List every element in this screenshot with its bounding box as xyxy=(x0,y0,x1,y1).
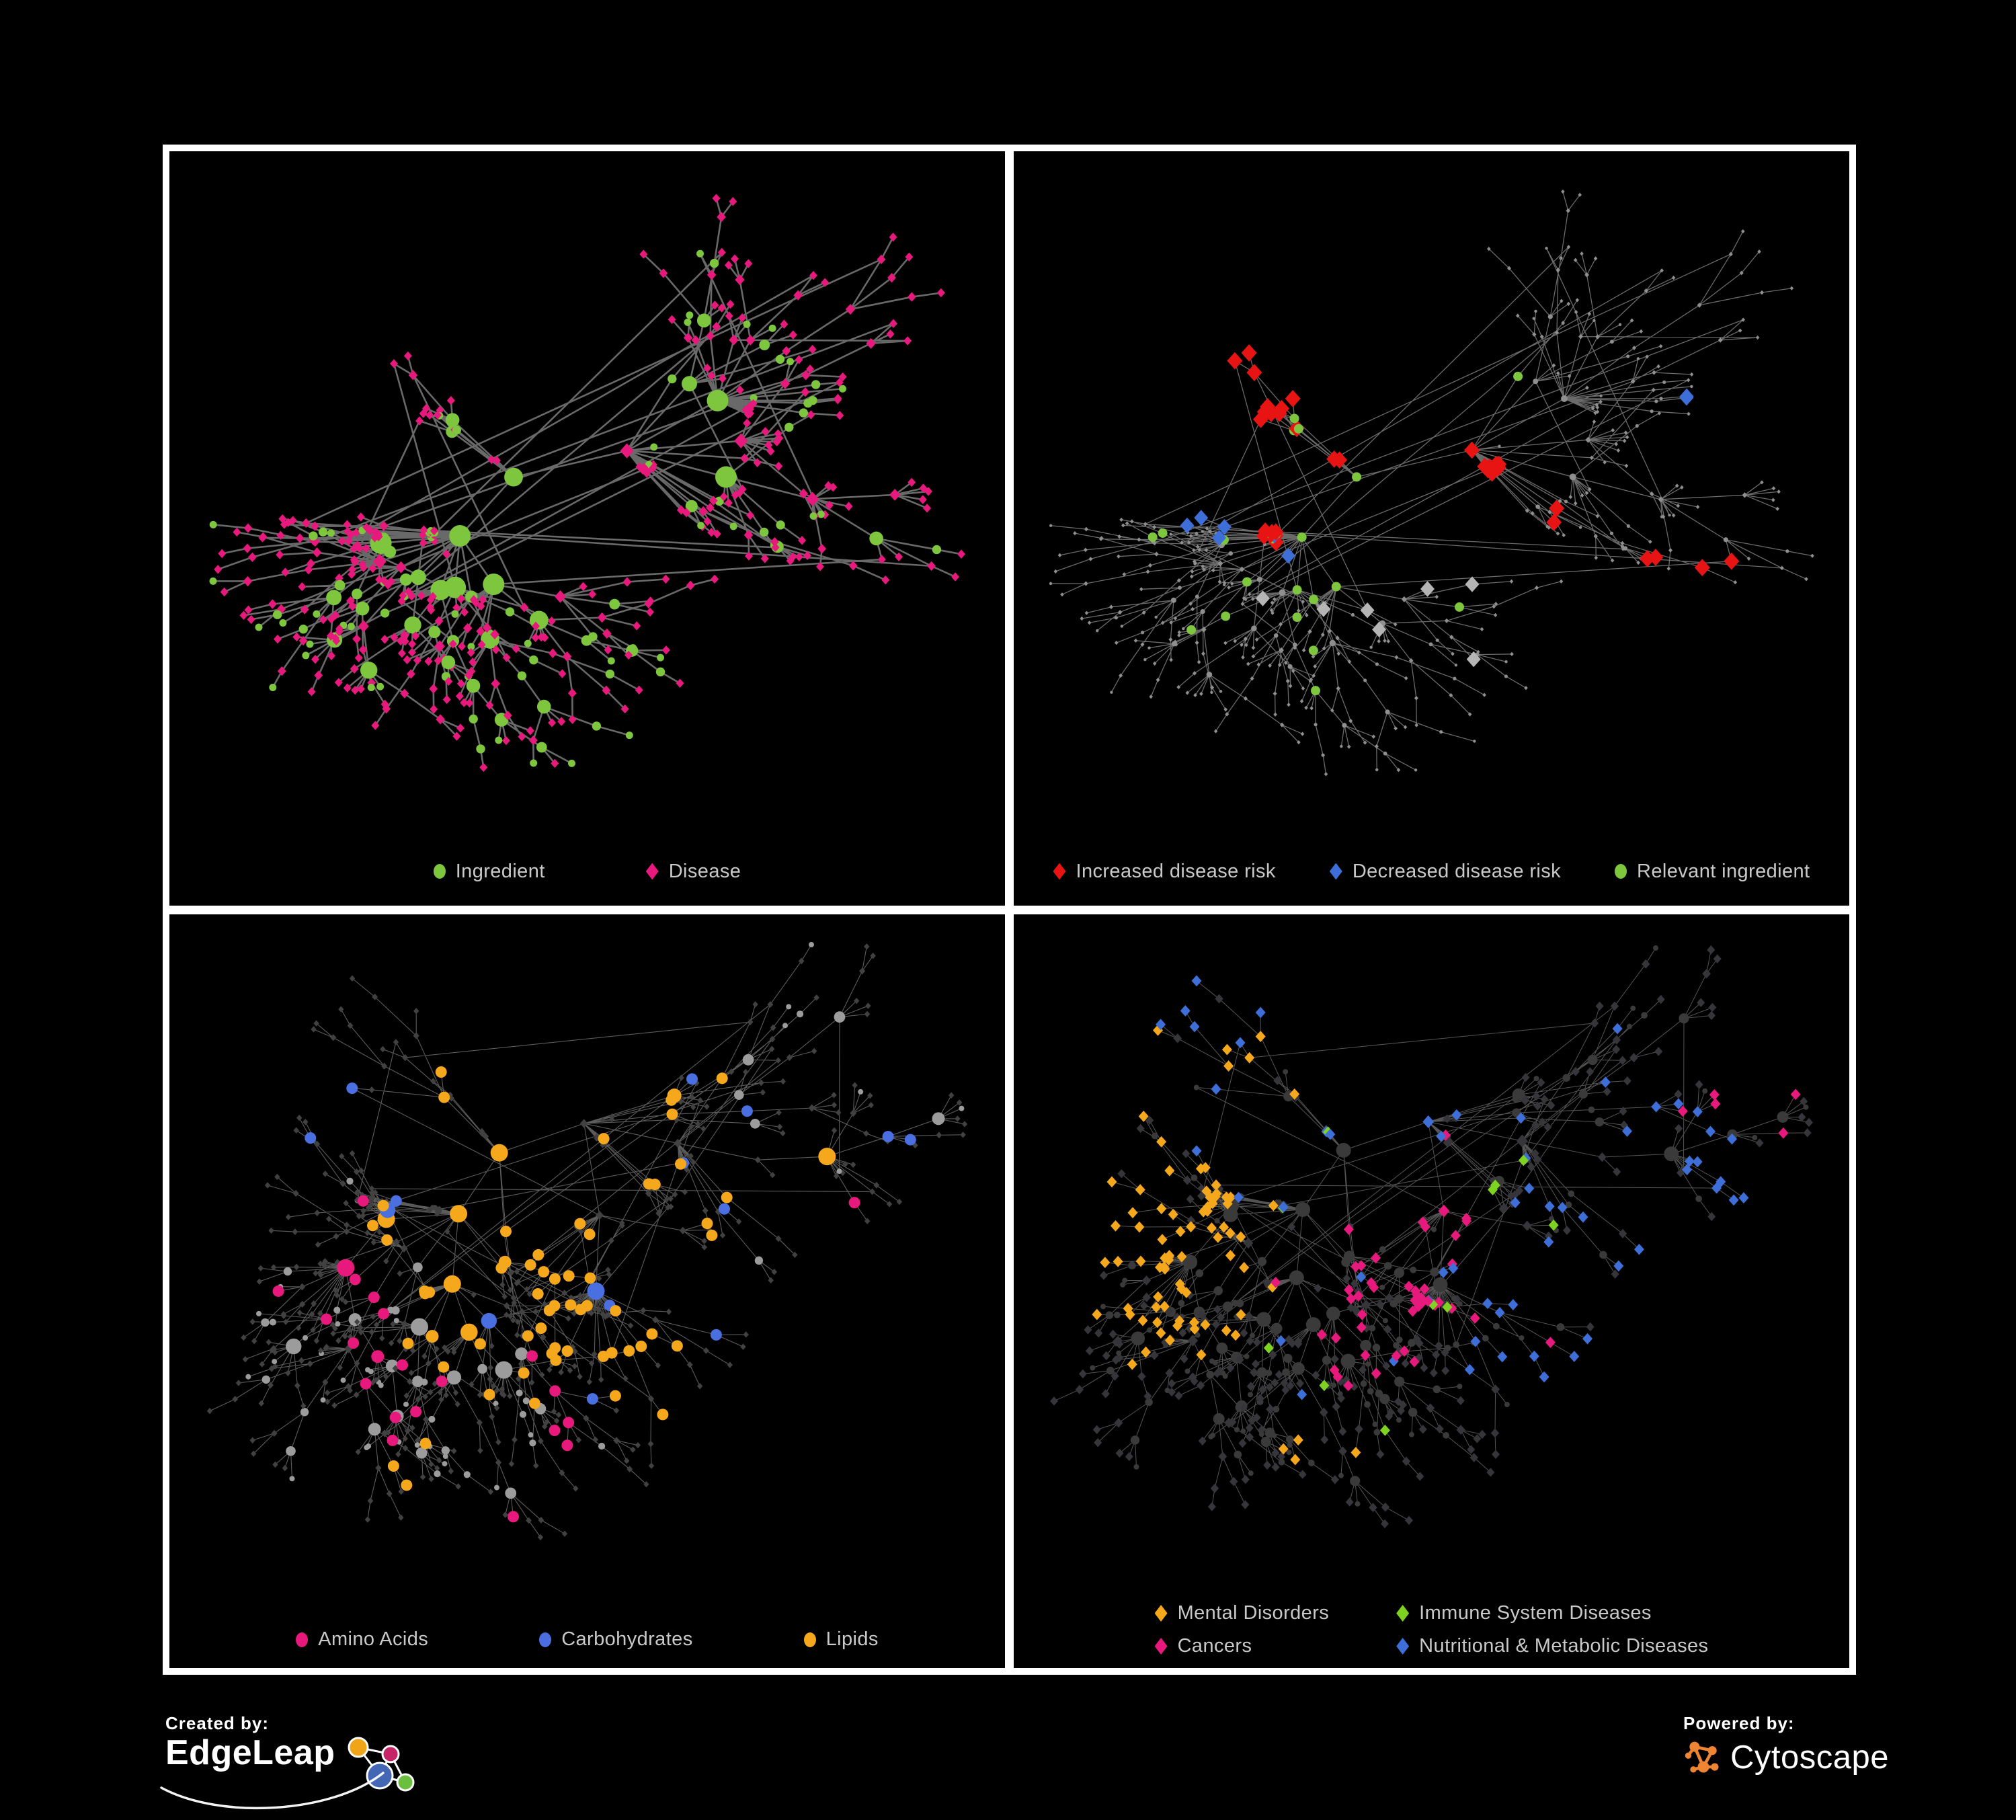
legend-item: Lipids xyxy=(803,1628,879,1651)
cytoscape-brand: Cytoscape xyxy=(1730,1739,1890,1776)
figure-board: Ingredient Disease Increased disease risk… xyxy=(163,145,1856,1675)
panel-disease-categories: Mental Disorders Immune System Diseases Ca… xyxy=(1014,914,1849,1668)
legend-item: Increased disease risk xyxy=(1053,861,1275,883)
diamond-marker-icon xyxy=(1329,863,1342,880)
powered-by-block: Powered by: Cytoscape xyxy=(1683,1713,1889,1778)
legend-item: Ingredient xyxy=(433,860,545,883)
legend-label: Carbohydrates xyxy=(561,1628,693,1650)
legend-label: Ingredient xyxy=(455,860,545,882)
legend-label: Decreased disease risk xyxy=(1352,860,1562,882)
logo-node-blue xyxy=(366,1762,393,1790)
diamond-marker-icon xyxy=(1154,1605,1168,1622)
powered-by-label: Powered by: xyxy=(1683,1713,1795,1733)
created-by-label: Created by: xyxy=(165,1713,270,1733)
legend-item: Mental Disorders xyxy=(1154,1602,1330,1624)
legend-item: Decreased disease risk xyxy=(1329,860,1562,883)
circle-marker-icon xyxy=(296,1632,309,1647)
legend-item: Relevant ingredient xyxy=(1615,861,1810,883)
diamond-marker-icon xyxy=(1396,1638,1410,1655)
network-graph xyxy=(209,194,965,773)
logo-node-pink xyxy=(381,1745,399,1764)
created-by-block: Created by: EdgeLeap xyxy=(160,1713,420,1810)
legend: Mental Disorders Immune System Diseases Ca… xyxy=(1154,1602,1709,1657)
legend-item: Carbohydrates xyxy=(539,1628,692,1651)
panel-ingredient-classes: Amino Acids Carbohydrates Lipids xyxy=(169,914,1005,1668)
circle-marker-icon xyxy=(539,1632,552,1647)
edgeleap-logo-graphic xyxy=(348,1737,414,1792)
network-graph xyxy=(1050,945,1813,1528)
legend-label: Disease xyxy=(668,860,741,882)
legend-item: Nutritional & Metabolic Diseases xyxy=(1396,1635,1708,1657)
legend-label: Nutritional & Metabolic Diseases xyxy=(1419,1635,1709,1657)
legend-label: Increased disease risk xyxy=(1076,860,1276,882)
logo-node-green xyxy=(396,1773,414,1792)
diamond-marker-icon xyxy=(1396,1605,1410,1622)
legend-label: Immune System Diseases xyxy=(1419,1602,1652,1624)
legend-label: Cancers xyxy=(1177,1635,1252,1657)
diamond-marker-icon xyxy=(1154,1638,1168,1655)
diamond-marker-icon xyxy=(645,863,659,880)
edgeleap-brand: EdgeLeap xyxy=(165,1733,335,1772)
legend: Ingredient Disease xyxy=(169,861,1005,883)
legend-item: Cancers xyxy=(1154,1635,1252,1657)
legend-label: Mental Disorders xyxy=(1177,1602,1330,1624)
network-graph xyxy=(1049,189,1814,777)
diamond-marker-icon xyxy=(1053,863,1066,880)
legend-item: Amino Acids xyxy=(296,1628,428,1651)
legend-label: Amino Acids xyxy=(318,1628,429,1650)
panel-disease-risk: Increased disease risk Decreased disease … xyxy=(1014,151,1849,906)
logo-node-orange xyxy=(348,1737,368,1758)
legend-label: Relevant ingredient xyxy=(1637,860,1810,882)
circle-marker-icon xyxy=(1615,864,1627,879)
panel-ingredient-disease: Ingredient Disease xyxy=(169,151,1005,906)
circle-marker-icon xyxy=(803,1632,816,1647)
circle-marker-icon xyxy=(433,864,446,879)
legend: Amino Acids Carbohydrates Lipids xyxy=(169,1628,1005,1651)
network-graph xyxy=(206,941,968,1540)
legend: Increased disease risk Decreased disease … xyxy=(1014,861,1849,883)
legend-label: Lipids xyxy=(825,1628,879,1650)
legend-item: Disease xyxy=(645,860,741,883)
legend-item: Immune System Diseases xyxy=(1396,1602,1652,1624)
cytoscape-logo-icon xyxy=(1685,1741,1719,1773)
